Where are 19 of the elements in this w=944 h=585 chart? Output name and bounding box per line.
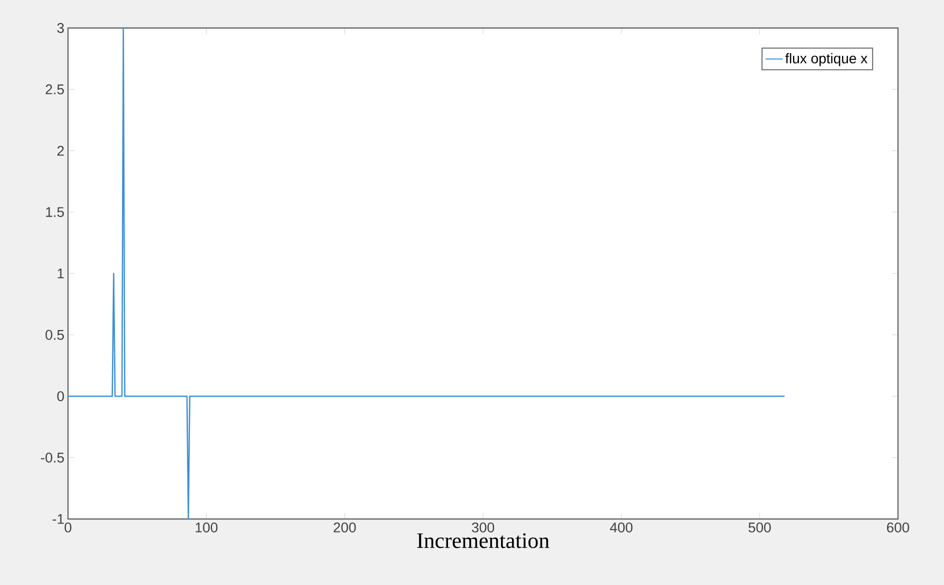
y-tick-label: -1	[52, 514, 64, 524]
x-tick-label: 0	[64, 522, 72, 532]
x-tick-label: 100	[196, 522, 218, 532]
line-series	[68, 28, 786, 519]
y-tick-label: 2	[57, 146, 64, 156]
x-tick-label: 600	[887, 522, 910, 532]
x-tick-label: 300	[472, 522, 494, 532]
y-tick-label: 0	[57, 391, 64, 402]
y-tick-label: 3	[57, 23, 64, 33]
y-tick-label: -0.5	[40, 452, 64, 463]
x-tick-label: 400	[610, 522, 632, 532]
y-tick-label: 2.5	[46, 84, 64, 94]
x-axis-title: Incrementation	[417, 533, 550, 548]
y-tick-label: 0.5	[46, 330, 64, 340]
legend-label: flux optique x	[785, 53, 868, 66]
x-tick-label: 500	[748, 522, 771, 532]
y-tick-label: 1	[58, 268, 64, 278]
x-tick-label: 200	[334, 522, 356, 532]
y-tick-label: 1.5	[46, 207, 64, 218]
